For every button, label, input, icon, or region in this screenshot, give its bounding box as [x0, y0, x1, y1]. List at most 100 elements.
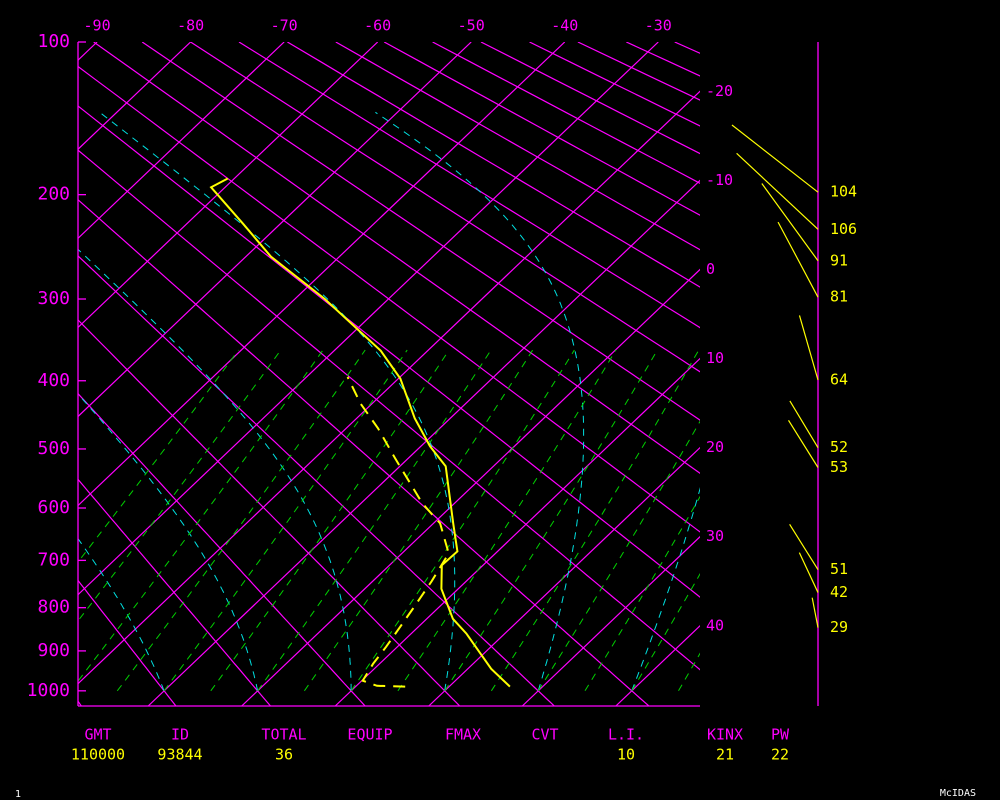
wind-speed-label: 104 — [830, 183, 857, 201]
isotherm — [78, 42, 659, 596]
stat-label: GMT — [84, 726, 111, 744]
stat-label: PW — [771, 726, 790, 744]
stat-value: 10 — [617, 746, 635, 764]
stat-value: 21 — [716, 746, 734, 764]
isotherm — [78, 42, 285, 240]
isotherm — [78, 42, 566, 507]
pressure-label: 100 — [37, 31, 70, 52]
pressure-label: 700 — [37, 549, 70, 570]
dry-adiabat — [93, 42, 700, 474]
mixing-ratio-line — [397, 349, 617, 692]
dry-adiabat — [78, 65, 700, 533]
moist-adiabat — [78, 248, 352, 691]
footer-left: 1 — [15, 789, 21, 800]
wind-line — [777, 221, 819, 298]
isotherm — [78, 42, 472, 418]
dry-adiabat — [78, 319, 461, 706]
dry-adiabat — [78, 579, 177, 706]
moist-adiabat — [375, 111, 585, 691]
pressure-label: 900 — [37, 640, 70, 661]
dry-adiabat — [78, 392, 366, 706]
profiles — [209, 177, 511, 688]
footer-right: McIDAS — [940, 788, 976, 799]
stat-label: L.I. — [608, 726, 644, 744]
stat-label: TOTAL — [261, 726, 306, 744]
temperature-label: 0 — [706, 260, 715, 278]
stat-label: ID — [171, 726, 189, 744]
isotherm — [78, 90, 700, 685]
profile-line — [209, 177, 511, 688]
temperature-label: -50 — [458, 17, 485, 35]
profile-line — [346, 376, 450, 688]
pressure-label: 500 — [37, 438, 70, 459]
mixing-ratio-line — [116, 349, 366, 692]
wind-line — [798, 552, 819, 593]
wind-speed-label: 42 — [830, 583, 848, 601]
pressure-label: 400 — [37, 370, 70, 391]
wind-speed-label: 53 — [830, 458, 848, 476]
moist-adiabat — [78, 393, 259, 691]
stat-label: CVT — [531, 726, 558, 744]
wind-line — [789, 400, 819, 449]
wind-line — [798, 315, 819, 381]
pressure-label: 300 — [37, 288, 70, 309]
isotherm — [241, 268, 700, 706]
dry-adiabat — [78, 149, 700, 671]
dry-adiabat — [78, 198, 650, 706]
moist-adiabat — [99, 111, 456, 691]
isotherm — [521, 535, 700, 706]
temperature-label: -70 — [271, 17, 298, 35]
wind-speed-label: 106 — [830, 220, 857, 238]
labels: -90 -80 -70 -60 -50 -40 -30 -20 -10 0 10 20 30 40 100 2… — [27, 17, 733, 701]
wind-line — [788, 419, 819, 468]
dry-adiabat — [78, 255, 555, 706]
pressure-label: 800 — [37, 597, 70, 618]
mixing-ratio-line — [350, 349, 575, 692]
isotherm — [78, 42, 379, 329]
wind-speed-label: 81 — [830, 288, 848, 306]
temperature-label: -60 — [364, 17, 391, 35]
stat-value: 22 — [771, 746, 789, 764]
isotherm — [428, 446, 700, 706]
dry-adiabat — [141, 42, 700, 421]
pressure-label: 600 — [37, 497, 70, 518]
mixing-ratio-line — [303, 349, 534, 692]
wind-speed-label: 29 — [830, 618, 848, 636]
winds: 104 106 91 81 64 52 53 51 42 29 — [731, 124, 857, 636]
temperature-label: -30 — [645, 17, 672, 35]
mixing-ratio-line — [163, 349, 408, 692]
isotherm — [334, 357, 700, 706]
wind-line — [811, 597, 819, 628]
stat-value: 36 — [275, 746, 293, 764]
dry-adiabat — [78, 105, 700, 598]
temperature-label: 30 — [706, 527, 724, 545]
mixing-ratio-line — [78, 349, 324, 682]
dry-adiabat — [78, 478, 271, 706]
temperature-label: -90 — [84, 17, 111, 35]
mixing-ratio-line — [78, 349, 282, 622]
dry-adiabat — [287, 42, 700, 288]
pressure-label: 1000 — [27, 680, 70, 701]
wind-speed-label: 91 — [830, 251, 848, 269]
stat-label: FMAX — [445, 726, 481, 744]
temperature-label: 10 — [706, 349, 724, 367]
dry-adiabat — [238, 42, 700, 329]
temperature-label: 40 — [706, 616, 724, 634]
wind-line — [789, 523, 819, 571]
mixing-ratio-line — [210, 349, 450, 692]
stats: GMT 110000 ID 93844 TOTAL 36 EQUIP FMAX CVT L.I. 1… — [71, 726, 790, 764]
wind-line — [731, 124, 819, 193]
temperature-label: -40 — [551, 17, 578, 35]
mixing-ratio-line — [257, 349, 492, 692]
wind-speed-label: 64 — [830, 371, 848, 389]
isotherm — [147, 179, 700, 706]
stat-value: 110000 — [71, 746, 125, 764]
stat-label: KINX — [707, 726, 743, 744]
stat-label: EQUIP — [347, 726, 392, 744]
wind-speed-label: 51 — [830, 560, 848, 578]
temperature-label: -10 — [706, 171, 733, 189]
wind-line — [736, 152, 819, 230]
dry-adiabat — [190, 42, 700, 373]
